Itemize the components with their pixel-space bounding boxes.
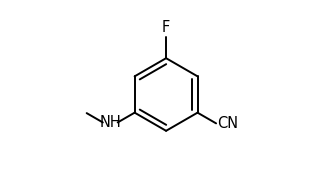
Text: CN: CN <box>217 116 238 131</box>
Text: NH: NH <box>100 115 122 130</box>
Text: F: F <box>162 20 170 35</box>
